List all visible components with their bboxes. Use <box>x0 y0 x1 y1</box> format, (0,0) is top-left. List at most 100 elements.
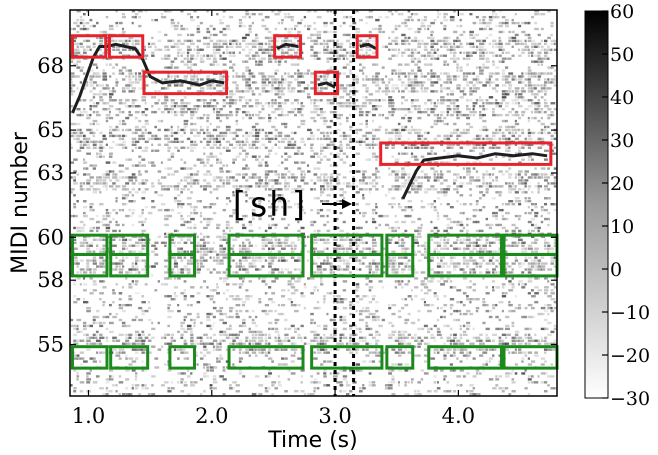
heatmap-cell <box>151 393 156 396</box>
heatmap-cell <box>92 259 97 262</box>
heatmap-cell <box>407 342 412 345</box>
heatmap-cell <box>131 131 136 135</box>
heatmap-cell <box>371 75 375 78</box>
heatmap-cell <box>404 298 408 301</box>
heatmap-cell <box>70 72 75 75</box>
heatmap-cell <box>125 378 130 381</box>
heatmap-cell <box>193 381 198 384</box>
heatmap-cell <box>125 238 128 242</box>
heatmap-cell <box>183 250 187 253</box>
heatmap-cell <box>154 247 158 250</box>
heatmap-cell <box>216 235 221 239</box>
heatmap-cell <box>294 259 299 262</box>
heatmap-cell <box>264 292 268 295</box>
heatmap-cell <box>99 131 103 135</box>
heatmap-cell <box>216 292 220 295</box>
heatmap-cell <box>294 140 297 144</box>
heatmap-cell <box>443 122 449 126</box>
heatmap-cell <box>397 330 401 334</box>
heatmap-cell <box>131 194 134 197</box>
heatmap-cell <box>258 203 261 206</box>
heatmap-cell <box>164 185 169 188</box>
heatmap-cell <box>86 262 90 265</box>
heatmap-cell <box>183 110 188 114</box>
heatmap-cell <box>238 351 242 354</box>
heatmap-cell <box>121 238 126 242</box>
heatmap-cell <box>76 342 79 345</box>
heatmap-cell <box>70 81 73 84</box>
heatmap-cell <box>375 315 380 319</box>
heatmap-cell <box>238 250 244 253</box>
heatmap-cell <box>229 96 233 99</box>
heatmap-cell <box>242 351 247 354</box>
heatmap-cell <box>404 63 409 66</box>
heatmap-cell <box>332 300 336 304</box>
heatmap-cell <box>115 143 119 146</box>
heatmap-cell <box>297 188 301 191</box>
heatmap-cell <box>310 75 313 78</box>
heatmap-cell <box>73 357 79 360</box>
heatmap-cell <box>209 217 214 221</box>
heatmap-cell <box>365 306 370 310</box>
heatmap-cell <box>147 42 151 46</box>
heatmap-cell <box>157 107 161 111</box>
heatmap-cell <box>206 134 211 138</box>
heatmap-cell <box>209 63 213 66</box>
heatmap-cell <box>290 241 295 244</box>
heatmap-cell <box>203 247 208 250</box>
heatmap-cell <box>290 173 295 176</box>
heatmap-cell <box>284 259 288 262</box>
heatmap-cell <box>391 203 397 206</box>
heatmap-cell <box>99 262 104 265</box>
heatmap-cell <box>225 96 229 99</box>
heatmap-cell <box>316 42 321 46</box>
heatmap-cell <box>281 87 286 90</box>
heatmap-cell <box>274 134 278 138</box>
heatmap-cell <box>186 60 192 63</box>
heatmap-cell <box>404 42 407 46</box>
heatmap-cell <box>212 57 217 60</box>
heatmap-cell <box>427 303 430 307</box>
heatmap-cell <box>216 188 219 191</box>
heatmap-cell <box>212 78 216 81</box>
heatmap-cell <box>183 131 186 135</box>
heatmap-cell <box>271 185 274 188</box>
heatmap-cell <box>294 161 299 164</box>
heatmap-cell <box>443 375 447 378</box>
heatmap-cell <box>238 173 241 176</box>
heatmap-cell <box>303 235 307 239</box>
heatmap-cell <box>99 342 103 345</box>
heatmap-cell <box>173 292 177 295</box>
heatmap-cell <box>290 102 294 105</box>
heatmap-cell <box>391 229 395 233</box>
heatmap-cell <box>89 217 95 221</box>
heatmap-cell <box>371 220 377 224</box>
heatmap-cell <box>238 330 243 334</box>
heatmap-cell <box>365 348 369 351</box>
heatmap-cell <box>121 146 126 149</box>
heatmap-cell <box>203 348 208 351</box>
heatmap-cell <box>219 357 224 360</box>
heatmap-cell <box>410 51 414 54</box>
heatmap-cell <box>368 182 374 185</box>
heatmap-cell <box>362 66 366 69</box>
heatmap-cell <box>255 99 259 102</box>
heatmap-cell <box>404 208 407 212</box>
heatmap-cell <box>242 143 247 146</box>
heatmap-cell <box>381 271 386 274</box>
heatmap-cell <box>404 146 408 149</box>
heatmap-cell <box>268 30 272 34</box>
heatmap-cell <box>414 146 419 149</box>
heatmap-cell <box>128 298 133 301</box>
heatmap-cell <box>73 84 76 87</box>
heatmap-cell <box>255 330 259 334</box>
heatmap-cell <box>326 238 330 242</box>
heatmap-cell <box>251 197 255 200</box>
heatmap-cell <box>277 384 282 387</box>
heatmap-cell <box>316 107 322 111</box>
heatmap-cell <box>147 333 151 337</box>
heatmap-cell <box>417 131 421 135</box>
heatmap-cell <box>268 170 273 173</box>
heatmap-cell <box>79 283 82 286</box>
heatmap-cell <box>313 119 317 123</box>
